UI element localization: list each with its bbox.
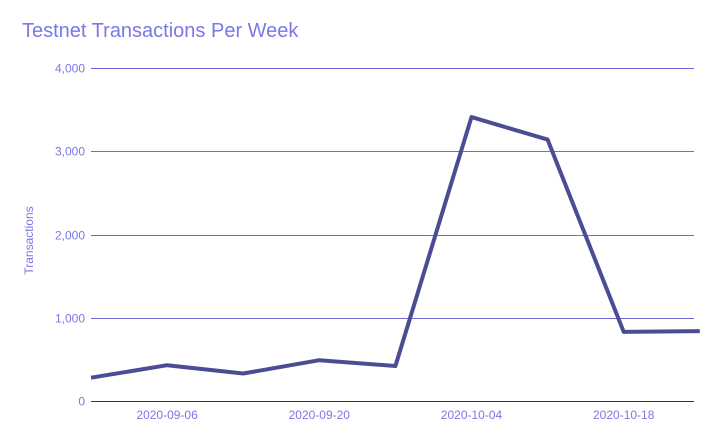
series-layer [89, 115, 702, 380]
data-point [241, 372, 245, 376]
data-point [393, 364, 397, 368]
gridlines [91, 68, 694, 402]
x-tick-label: 2020-09-06 [136, 408, 198, 422]
y-tick-label: 2,000 [55, 229, 85, 243]
y-tick-label: 3,000 [55, 145, 85, 159]
series-line-transactions [90, 115, 700, 380]
y-tick-label: 1,000 [55, 312, 85, 326]
y-axis-title: Transactions [22, 206, 36, 274]
chart-title: Testnet Transactions Per Week [22, 20, 299, 42]
y-tick-label: 0 [78, 395, 85, 409]
data-point [317, 358, 321, 362]
x-tick-label: 2020-10-18 [593, 408, 655, 422]
data-point [622, 330, 626, 334]
data-point [165, 363, 169, 367]
data-point [89, 376, 93, 380]
x-tick-label: 2020-09-20 [289, 408, 351, 422]
y-tick-label: 4,000 [55, 62, 85, 76]
data-point [546, 138, 550, 142]
data-point [698, 329, 702, 333]
x-tick-labels: 2020-09-06 2020-09-20 2020-10-04 2020-10-18 [136, 408, 654, 422]
data-point [470, 115, 474, 119]
y-tick-labels: 0 1,000 2,000 3,000 4,000 [55, 62, 85, 409]
x-tick-label: 2020-10-04 [441, 408, 503, 422]
